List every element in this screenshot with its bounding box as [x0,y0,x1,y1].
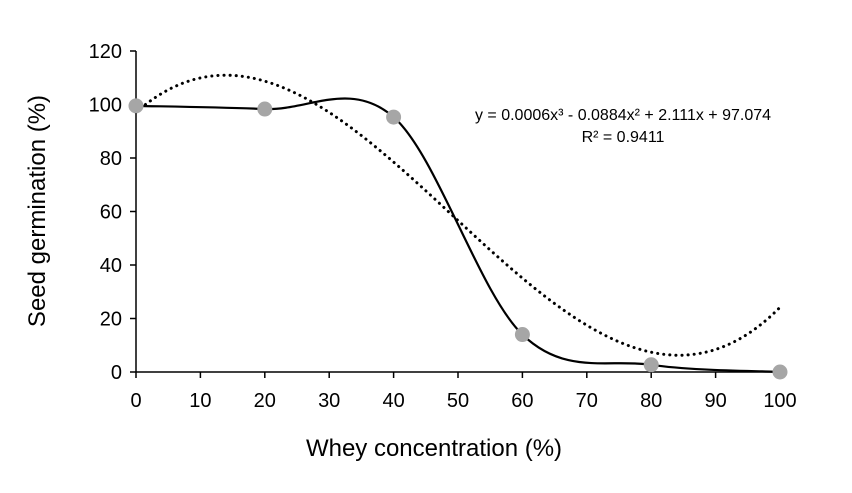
x-tick-label: 10 [189,390,211,412]
trendline [134,73,782,357]
x-ticks: 0 10 20 30 40 50 60 70 80 90 100 [130,372,797,412]
y-tick-label: 0 [111,362,122,384]
x-tick-label: 40 [382,390,404,412]
x-axis-title: Whey concentration (%) [306,435,562,462]
x-tick-label: 100 [763,390,796,412]
r-squared-label: R² = 0.9411 [582,129,665,146]
y-tick-label: 80 [100,148,122,170]
y-axis-title: Seed germination (%) [24,95,51,327]
x-tick-label: 80 [640,390,662,412]
x-tick-label: 70 [576,390,598,412]
x-tick-label: 60 [511,390,533,412]
x-tick-label: 30 [318,390,340,412]
y-tick-label: 40 [100,255,122,277]
y-tick-label: 100 [89,95,122,117]
y-tick-label: 120 [89,41,122,63]
data-point [772,364,788,380]
x-tick-label: 0 [130,390,141,412]
series-line [135,97,781,374]
data-point [386,109,402,125]
x-tick-label: 90 [704,390,726,412]
y-tick-label: 60 [100,202,122,224]
data-point [514,327,530,343]
y-tick-label: 20 [100,309,122,331]
data-point [128,98,144,114]
x-tick-label: 50 [447,390,469,412]
trendline-equation: y = 0.0006x³ - 0.0884x² + 2.111x + 97.07… [475,107,771,124]
axes [135,51,780,373]
data-point [643,357,659,373]
x-tick-label: 20 [254,390,276,412]
y-ticks: 0 20 40 60 80 100 120 [89,41,136,384]
data-point [257,101,273,117]
data-markers [128,98,788,380]
